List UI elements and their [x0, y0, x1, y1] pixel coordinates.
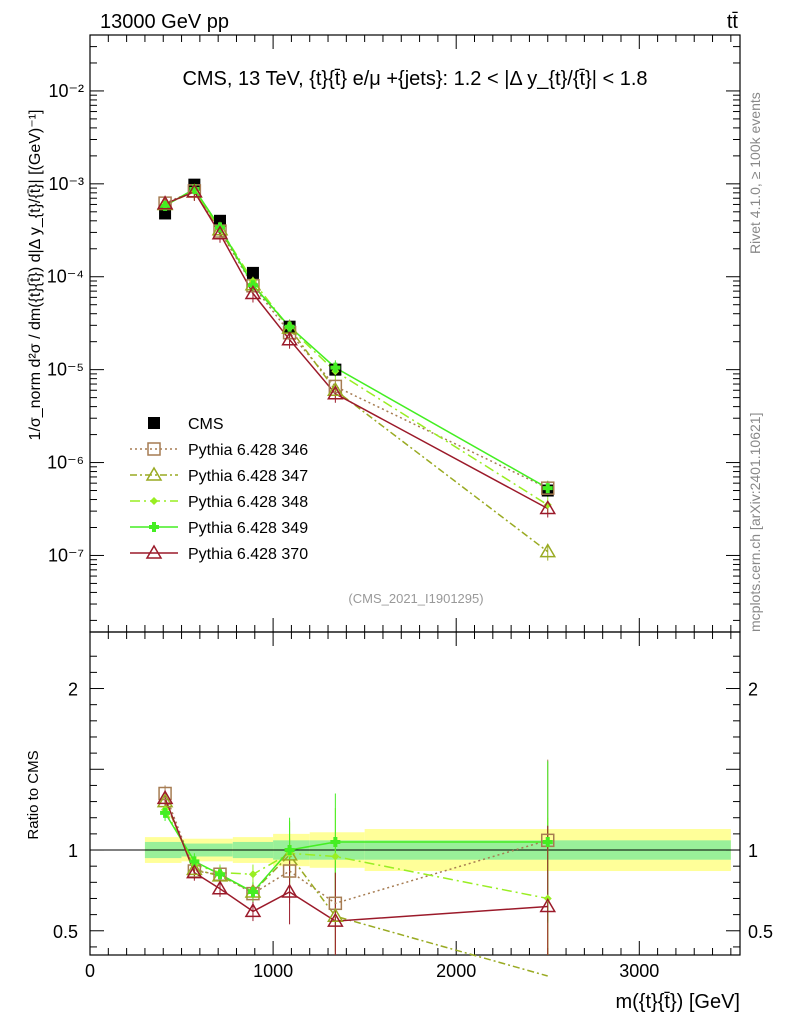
legend-marker: [149, 522, 159, 532]
legend-entry: Pythia 6.428 349: [188, 520, 308, 537]
y-tick-label: 10⁻⁶: [47, 453, 84, 473]
ratio-y-tick-label: 1: [748, 841, 758, 861]
rivet-label: Rivet 4.1.0, ≥ 100k events: [747, 92, 763, 254]
data-point: [543, 500, 552, 509]
x-tick-label: 1000: [253, 961, 293, 981]
data-point: [246, 266, 259, 279]
legend-entry: Pythia 6.428 347: [188, 468, 308, 485]
mcplots-label: mcplots.cern.ch [arXiv:2401.10621]: [747, 413, 763, 632]
ratio-y-tick-label: 1: [68, 841, 78, 861]
ratio-y-axis-label: Ratio to CMS: [25, 750, 42, 839]
ratio-point: [281, 883, 298, 898]
x-tick-label: 2000: [436, 961, 476, 981]
data-point: [539, 543, 557, 558]
main-panel: 10⁻⁷ 10⁻⁶ 10⁻⁵ 10⁻⁴ 10⁻³ 10⁻² CMS, 13 TeV, {t…: [27, 34, 741, 633]
ratio-panel: 0 1000 2000 3000 0.5 0.5 1 1 2 2 Ratio to CMS m({…: [25, 631, 773, 1013]
data-point: [542, 483, 553, 494]
y-tick-label: 10⁻⁵: [47, 360, 84, 380]
legend-marker: [145, 466, 163, 481]
ratio-point: [331, 852, 340, 861]
legend-entry: Pythia 6.428 348: [188, 494, 308, 511]
legend-entry: Pythia 6.428 346: [188, 442, 308, 459]
ratio-point: [247, 887, 258, 898]
ratio-point: [330, 836, 341, 847]
ratio-point: [244, 902, 262, 918]
ratio-point: [327, 912, 344, 927]
x-axis-label: m({t}{t̄}) [GeV]: [615, 991, 740, 1013]
y-tick-label: 10⁻²: [48, 81, 84, 101]
ratio-point: [542, 836, 553, 847]
data-point: [539, 500, 557, 515]
data-point: [244, 285, 262, 300]
data-point: [328, 379, 343, 394]
data-point: [327, 381, 344, 397]
data-point: [160, 200, 171, 211]
legend-marker: [147, 442, 161, 456]
data-point: [540, 481, 555, 495]
legend-marker: [150, 497, 158, 505]
ratio-point: [160, 807, 171, 818]
ratio-y-tick-label: 2: [748, 680, 758, 700]
ratio-point: [284, 845, 295, 856]
ratio-point: [186, 864, 203, 879]
data-point: [327, 385, 344, 400]
ratio-point: [189, 856, 200, 867]
data-point: [281, 331, 298, 346]
ratio-point: [248, 870, 257, 879]
x-tick-label: 0: [85, 961, 95, 981]
ratio-point: [215, 869, 225, 880]
data-point: [330, 362, 341, 373]
ratio-y-tick-label: 0.5: [53, 922, 78, 942]
y-tick-label: 10⁻⁴: [47, 267, 84, 287]
ratio-point: [281, 846, 298, 861]
ratio-y-tick-label: 2: [68, 680, 78, 700]
ratio-point: [211, 880, 229, 895]
main-plot-frame: [89, 34, 741, 633]
ratio-point: [539, 898, 557, 913]
ratio-point: [282, 864, 297, 878]
analysis-id: (CMS_2021_I1901295): [348, 591, 483, 606]
legend-marker: [145, 544, 163, 559]
ratio-plot-frame: [89, 631, 741, 956]
y-tick-label: 10⁻⁷: [48, 545, 84, 565]
main-title: CMS, 13 TeV, {t}{t̄} e/μ +{jets}: 1.2 < …: [182, 68, 647, 90]
ratio-point: [327, 907, 344, 922]
data-point: [284, 321, 295, 332]
ratio-point: [158, 786, 172, 801]
data-point: [159, 207, 172, 220]
legend: CMS Pythia 6.428 346 Pythia 6.428 347 Pythi…: [130, 416, 308, 563]
ratio-y-tick-label: 0.5: [748, 922, 773, 942]
legend-marker: [148, 417, 160, 429]
data-point: [189, 183, 200, 194]
legend-entry: CMS: [188, 416, 224, 433]
ratio-point: [156, 789, 174, 805]
energy-label: 13000 GeV pp: [100, 11, 229, 33]
data-point: [214, 214, 226, 227]
ratio-point: [186, 860, 203, 876]
ratio-series-line: [164, 801, 548, 977]
data-point: [186, 183, 203, 198]
x-tick-label: 3000: [619, 961, 659, 981]
process-label: tt̄: [727, 11, 739, 33]
data-point: [156, 195, 174, 210]
main-y-axis-label: 1/σ_norm d²σ / dm({t}{t̄}) d|Δ y_{t}/{t̄…: [27, 110, 44, 441]
legend-entry: Pythia 6.428 370: [188, 546, 308, 563]
data-point: [211, 225, 229, 240]
y-tick-label: 10⁻³: [48, 174, 84, 194]
